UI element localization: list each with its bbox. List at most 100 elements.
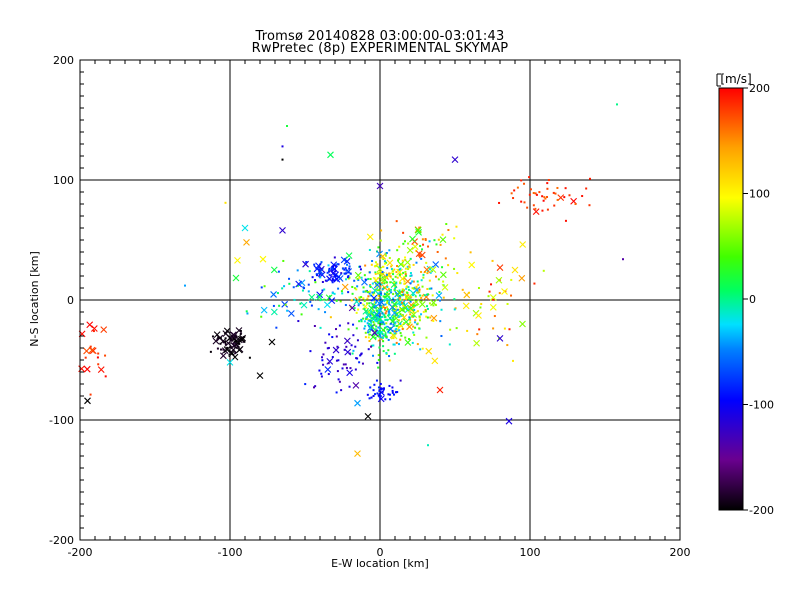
- data-point-dot: [392, 337, 395, 340]
- data-point-dot: [399, 338, 402, 341]
- data-point-dot: [393, 289, 396, 292]
- data-point-dot: [372, 389, 375, 392]
- data-point-dot: [378, 289, 381, 292]
- data-point-dot: [275, 326, 278, 329]
- data-point-dot: [370, 324, 373, 327]
- data-point-cross: [435, 292, 443, 299]
- data-point-dot: [328, 269, 331, 272]
- data-point-dot: [409, 257, 412, 260]
- data-point-dot: [224, 340, 227, 343]
- data-point-dot: [453, 298, 456, 301]
- data-point-dot: [311, 276, 314, 279]
- data-point-dot: [330, 267, 333, 270]
- grid-lines: [80, 60, 680, 540]
- data-point-cross: [557, 194, 565, 202]
- data-point-dot: [381, 271, 384, 274]
- data-point-dot: [314, 281, 317, 284]
- data-point-dot: [389, 317, 392, 320]
- data-point-dot: [420, 296, 423, 299]
- data-point-dot: [234, 352, 237, 355]
- data-point-dot: [376, 286, 379, 289]
- data-point-dot: [385, 335, 388, 338]
- data-point-dot: [308, 270, 311, 273]
- data-point-dot: [449, 328, 452, 331]
- data-point-dot: [313, 325, 316, 328]
- data-point-dot: [523, 201, 526, 204]
- data-point-dot: [425, 315, 428, 318]
- data-point-dot: [534, 192, 537, 195]
- data-point-dot: [382, 345, 385, 348]
- data-point-dot: [387, 338, 390, 341]
- data-point-dot: [418, 288, 421, 291]
- data-point-dot: [368, 339, 371, 342]
- data-point-cross: [268, 338, 276, 346]
- data-point-dot: [398, 296, 401, 299]
- data-point-dot: [412, 280, 415, 283]
- data-point-dot: [542, 199, 545, 202]
- data-point-dot: [421, 248, 424, 251]
- data-point-dot: [340, 290, 343, 293]
- data-point-dot: [376, 263, 379, 266]
- data-point-dot: [401, 328, 404, 331]
- y-axis-label: N-S location [km]: [28, 251, 41, 347]
- data-point-dot: [346, 276, 349, 279]
- data-point-dot: [395, 220, 398, 223]
- data-point-dot: [301, 289, 304, 292]
- data-point-dot: [388, 297, 391, 300]
- data-point-cross: [373, 281, 381, 289]
- data-point-dot: [432, 304, 435, 307]
- data-point-dot: [385, 302, 388, 305]
- data-point-dot: [392, 297, 395, 300]
- data-point-dot: [326, 347, 329, 350]
- y-tick-label: 0: [67, 294, 74, 307]
- data-point-dot: [352, 349, 355, 352]
- data-point-dot: [393, 330, 396, 333]
- data-point-dot: [428, 279, 431, 282]
- data-point-dot: [338, 380, 341, 383]
- data-point-dot: [398, 303, 401, 306]
- data-point-dot: [392, 316, 395, 319]
- data-point-dot: [334, 264, 337, 267]
- data-point-dot: [248, 356, 251, 359]
- data-point-cross: [238, 336, 246, 343]
- data-point-dot: [319, 299, 322, 302]
- data-point-dot: [412, 305, 415, 308]
- data-point-dot: [512, 197, 515, 200]
- data-point-dot: [368, 302, 371, 305]
- data-point-dot: [492, 327, 495, 330]
- data-point-dot: [402, 293, 405, 296]
- data-point-dot: [528, 176, 531, 179]
- data-point-dot: [392, 293, 395, 296]
- data-point-cross: [387, 325, 394, 333]
- data-point-dot: [574, 203, 577, 206]
- data-point-dot: [374, 280, 377, 283]
- data-point-dot: [403, 302, 406, 305]
- data-point-dot: [380, 331, 383, 334]
- data-point-cross: [223, 346, 231, 353]
- data-point-dot: [288, 282, 291, 285]
- data-point-dot: [404, 293, 407, 296]
- data-point-dot: [369, 285, 372, 288]
- data-point-dot: [318, 369, 321, 372]
- data-point-dot: [552, 191, 555, 194]
- data-point-cross: [425, 347, 433, 355]
- data-point-dot: [421, 238, 424, 241]
- data-point-dot: [379, 310, 382, 313]
- data-point-dot: [382, 313, 385, 316]
- data-point-dot: [350, 344, 353, 347]
- data-point-dot: [453, 237, 456, 240]
- data-point-cross: [414, 226, 422, 234]
- data-point-cross: [300, 301, 308, 309]
- data-point-dot: [377, 320, 380, 323]
- data-point-dot: [402, 242, 405, 245]
- data-point-cross: [475, 312, 482, 319]
- data-point-dot: [374, 319, 377, 322]
- data-point-cross: [287, 310, 295, 317]
- data-point-dot: [394, 287, 397, 290]
- data-point-dot: [347, 274, 350, 277]
- data-point-dot: [367, 291, 370, 294]
- data-point-dot: [372, 354, 375, 357]
- data-point-cross: [386, 259, 394, 267]
- data-point-dot: [420, 257, 423, 260]
- data-point-dot: [410, 274, 413, 277]
